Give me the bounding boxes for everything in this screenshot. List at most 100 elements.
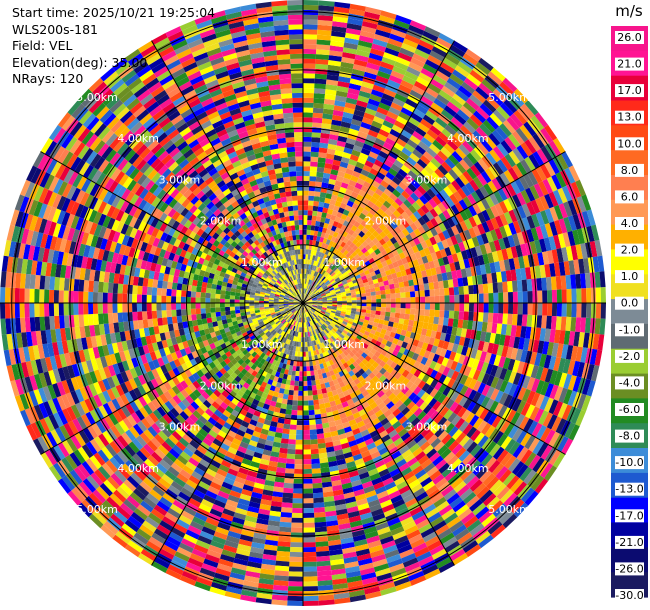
velocity-cell bbox=[374, 286, 381, 292]
velocity-cell bbox=[303, 283, 305, 289]
velocity-cell bbox=[303, 48, 317, 55]
velocity-cell bbox=[304, 264, 308, 269]
velocity-cell bbox=[500, 140, 513, 154]
velocity-cell bbox=[337, 304, 342, 308]
velocity-cell bbox=[323, 103, 335, 110]
velocity-cell bbox=[502, 77, 518, 93]
velocity-cell bbox=[406, 66, 421, 77]
velocity-cell bbox=[423, 262, 431, 271]
velocity-cell bbox=[493, 354, 502, 367]
velocity-cell bbox=[444, 333, 452, 343]
velocity-cell bbox=[510, 325, 517, 337]
velocity-cell bbox=[473, 110, 487, 124]
velocity-cell bbox=[352, 259, 359, 266]
velocity-cell bbox=[365, 237, 372, 245]
velocity-cell bbox=[405, 297, 411, 303]
velocity-cell bbox=[528, 153, 540, 169]
velocity-cell bbox=[548, 158, 560, 175]
velocity-cell bbox=[311, 385, 317, 391]
velocity-cell bbox=[378, 167, 389, 176]
velocity-cell bbox=[523, 173, 534, 188]
velocity-cell bbox=[367, 247, 375, 255]
velocity-cell bbox=[580, 317, 587, 333]
velocity-cell bbox=[542, 251, 550, 265]
velocity-cell bbox=[338, 207, 345, 214]
velocity-cell bbox=[372, 322, 379, 328]
velocity-cell bbox=[289, 561, 303, 567]
velocity-cell bbox=[534, 352, 542, 367]
velocity-cell bbox=[529, 185, 540, 200]
velocity-cell bbox=[456, 344, 464, 355]
velocity-cell bbox=[430, 78, 445, 90]
velocity-cell bbox=[348, 263, 355, 269]
velocity-cell bbox=[426, 188, 436, 199]
velocity-cell bbox=[428, 106, 441, 118]
velocity-cell bbox=[444, 81, 459, 94]
velocity-cell bbox=[303, 73, 315, 79]
velocity-cell bbox=[410, 303, 416, 309]
velocity-cell bbox=[581, 227, 590, 244]
velocity-cell bbox=[305, 249, 309, 255]
velocity-cell bbox=[339, 235, 346, 242]
velocity-cell bbox=[444, 303, 450, 311]
velocity-cell bbox=[377, 277, 384, 283]
velocity-cell bbox=[530, 227, 539, 241]
velocity-cell bbox=[428, 337, 436, 346]
velocity-cell bbox=[558, 372, 568, 388]
velocity-cell bbox=[585, 348, 593, 364]
velocity-cell bbox=[498, 303, 504, 314]
velocity-cell bbox=[330, 271, 336, 277]
velocity-cell bbox=[296, 361, 300, 367]
velocity-cell bbox=[407, 247, 415, 256]
velocity-cell bbox=[435, 250, 443, 260]
velocity-cell bbox=[285, 409, 292, 415]
velocity-cell bbox=[325, 89, 337, 96]
velocity-cell bbox=[366, 212, 374, 220]
velocity-cell bbox=[540, 367, 549, 382]
velocity-cell bbox=[324, 94, 336, 101]
velocity-cell bbox=[357, 280, 364, 285]
velocity-cell bbox=[480, 170, 492, 184]
velocity-cell bbox=[497, 282, 504, 293]
velocity-cell bbox=[382, 175, 392, 185]
velocity-cell bbox=[303, 175, 310, 181]
velocity-cell bbox=[390, 163, 401, 173]
velocity-cell bbox=[498, 292, 504, 303]
velocity-cell bbox=[486, 219, 495, 232]
velocity-cell bbox=[356, 308, 362, 313]
velocity-cell bbox=[479, 351, 488, 362]
velocity-cell bbox=[303, 293, 305, 299]
velocity-cell bbox=[327, 183, 335, 190]
velocity-cell bbox=[441, 239, 449, 249]
velocity-cell bbox=[317, 157, 326, 163]
velocity-cell bbox=[346, 305, 352, 309]
velocity-cell bbox=[352, 279, 358, 284]
velocity-cell bbox=[548, 140, 562, 157]
velocity-cell bbox=[446, 325, 453, 335]
velocity-cell bbox=[290, 537, 303, 543]
velocity-cell bbox=[444, 172, 455, 184]
velocity-cell bbox=[341, 307, 347, 310]
velocity-cell bbox=[330, 35, 345, 43]
velocity-cell bbox=[326, 309, 332, 313]
velocity-cell bbox=[313, 102, 324, 109]
velocity-cell bbox=[526, 215, 536, 229]
velocity-cell bbox=[424, 201, 434, 212]
velocity-cell bbox=[309, 279, 312, 285]
velocity-cell bbox=[326, 245, 332, 251]
velocity-cell bbox=[394, 172, 405, 182]
velocity-cell bbox=[303, 483, 313, 489]
velocity-cell bbox=[312, 394, 319, 401]
velocity-cell bbox=[317, 231, 322, 237]
velocity-cell bbox=[526, 363, 535, 377]
velocity-cell bbox=[365, 312, 371, 318]
velocity-cell bbox=[340, 313, 346, 317]
velocity-cell bbox=[398, 133, 410, 144]
velocity-cell bbox=[455, 212, 465, 224]
velocity-cell bbox=[312, 240, 317, 246]
velocity-cell bbox=[386, 303, 391, 308]
velocity-cell bbox=[363, 216, 371, 224]
velocity-cell bbox=[434, 295, 440, 303]
velocity-cell bbox=[303, 29, 318, 35]
velocity-cell bbox=[379, 315, 386, 321]
